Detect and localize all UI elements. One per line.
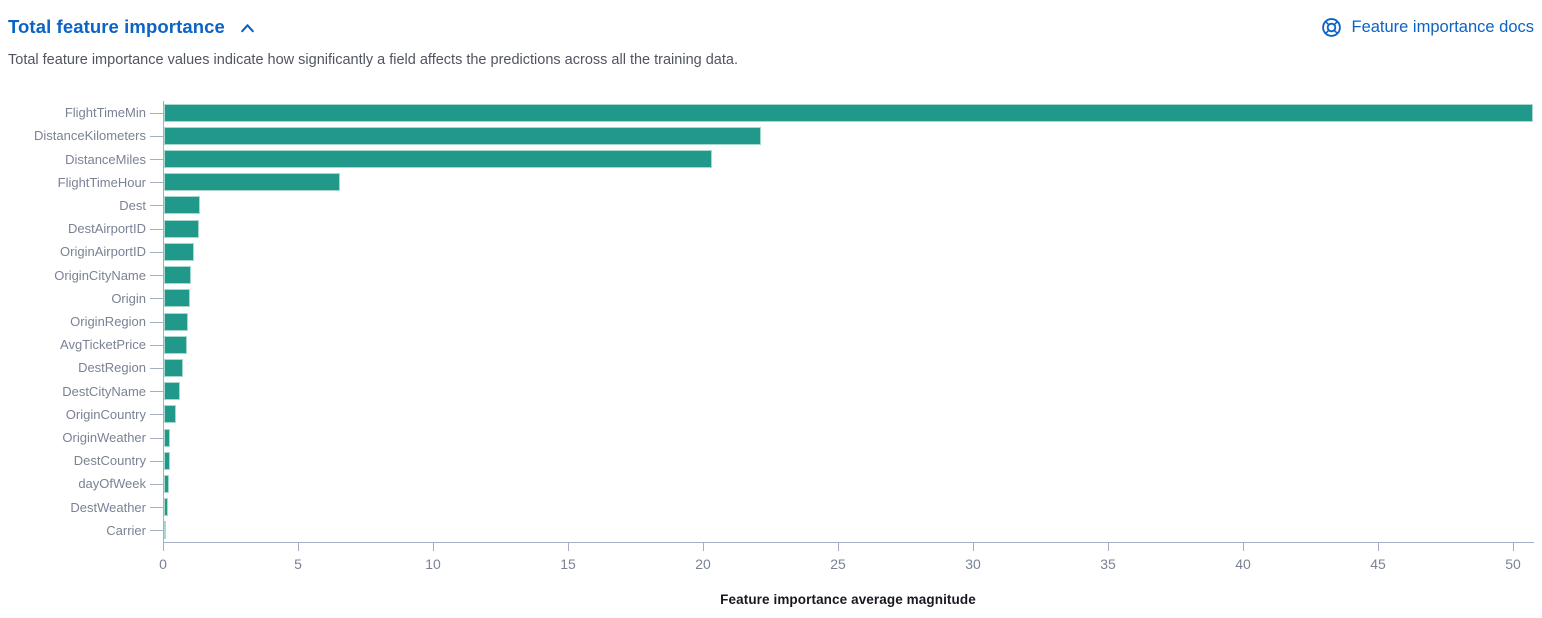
- y-axis-tick: [150, 391, 163, 393]
- category-label: DestAirportID: [67, 221, 146, 237]
- x-axis-tick: [703, 543, 704, 551]
- x-tick-label: 15: [560, 556, 576, 572]
- lifebuoy-icon: [1321, 17, 1342, 38]
- bar-AvgTicketPrice[interactable]: [164, 335, 187, 354]
- bar-DestAirportID[interactable]: [164, 219, 200, 238]
- y-axis-tick: [150, 344, 163, 346]
- x-axis-tick: [433, 543, 434, 551]
- category-label: FlightTimeHour: [57, 174, 146, 190]
- bar-OriginWeather[interactable]: [164, 428, 170, 447]
- category-label: FlightTimeMin: [64, 105, 146, 121]
- category-label: DestCountry: [73, 453, 146, 469]
- category-label: Dest: [119, 197, 146, 213]
- y-axis-tick: [150, 298, 163, 300]
- docs-link-label: Feature importance docs: [1351, 17, 1534, 36]
- panel-header: Total feature importance Feature importa…: [8, 12, 1534, 42]
- category-label: DestWeather: [70, 499, 146, 515]
- x-tick-label: 50: [1505, 556, 1521, 572]
- x-tick-label: 25: [830, 556, 846, 572]
- bar-DestWeather[interactable]: [164, 498, 169, 517]
- category-label: Origin: [111, 290, 146, 306]
- y-axis-tick: [150, 182, 163, 184]
- bar-Dest[interactable]: [164, 196, 201, 215]
- bar-OriginAirportID[interactable]: [164, 242, 194, 261]
- x-tick-label: 30: [965, 556, 981, 572]
- y-axis-tick: [150, 367, 163, 369]
- x-tick-label: 0: [159, 556, 167, 572]
- y-axis-tick: [150, 437, 163, 439]
- x-axis-tick: [568, 543, 569, 551]
- category-label: AvgTicketPrice: [60, 337, 146, 353]
- x-axis-title: Feature importance average magnitude: [720, 592, 976, 607]
- x-tick-label: 35: [1100, 556, 1116, 572]
- chevron-up-icon: [239, 20, 256, 37]
- category-label: OriginAirportID: [60, 244, 146, 260]
- y-axis-tick: [150, 414, 163, 416]
- y-axis-tick: [150, 251, 163, 253]
- y-axis-tick: [150, 159, 163, 161]
- x-tick-label: 40: [1235, 556, 1251, 572]
- bar-Carrier[interactable]: [164, 521, 166, 540]
- bar-Origin[interactable]: [164, 289, 190, 308]
- y-axis-tick: [150, 507, 163, 509]
- y-axis-tick: [150, 321, 163, 323]
- x-axis-tick: [163, 543, 164, 551]
- x-axis-tick: [298, 543, 299, 551]
- category-label: Carrier: [106, 522, 146, 538]
- category-label: DistanceMiles: [65, 151, 146, 167]
- y-axis-tick: [150, 275, 163, 277]
- category-label: OriginCountry: [65, 406, 146, 422]
- bar-DestCityName[interactable]: [164, 382, 181, 401]
- x-axis-line: [163, 542, 1534, 543]
- bar-DestCountry[interactable]: [164, 451, 170, 470]
- panel-description: Total feature importance values indicate…: [8, 52, 738, 68]
- bar-DestRegion[interactable]: [164, 358, 183, 377]
- bar-FlightTimeMin[interactable]: [164, 103, 1533, 122]
- bar-DistanceMiles[interactable]: [164, 150, 713, 169]
- category-label: OriginWeather: [62, 430, 146, 446]
- y-axis-tick: [150, 135, 163, 137]
- x-axis-tick: [1378, 543, 1379, 551]
- category-label: OriginCityName: [54, 267, 146, 283]
- bar-OriginCountry[interactable]: [164, 405, 177, 424]
- bar-OriginCityName[interactable]: [164, 266, 191, 285]
- category-label: dayOfWeek: [78, 476, 146, 492]
- category-label: OriginRegion: [70, 314, 146, 329]
- bar-DistanceKilometers[interactable]: [164, 126, 761, 145]
- y-axis-line: [163, 101, 164, 542]
- category-label: DestRegion: [78, 360, 146, 376]
- x-axis-tick: [1513, 543, 1514, 551]
- panel-title: Total feature importance: [8, 16, 225, 37]
- x-axis-tick: [838, 543, 839, 551]
- x-axis-tick: [973, 543, 974, 551]
- x-tick-label: 45: [1370, 556, 1386, 572]
- x-axis-tick: [1108, 543, 1109, 551]
- x-tick-label: 5: [294, 556, 302, 572]
- y-axis-tick: [150, 483, 163, 485]
- y-axis-tick: [150, 112, 163, 114]
- category-label: DestCityName: [62, 383, 146, 399]
- bar-FlightTimeHour[interactable]: [164, 173, 340, 192]
- total-feature-importance-accordion-toggle[interactable]: Total feature importance: [8, 16, 256, 38]
- y-axis-tick: [150, 228, 163, 230]
- feature-importance-docs-link[interactable]: Feature importance docs: [1321, 17, 1534, 38]
- y-axis-tick: [150, 205, 163, 207]
- bar-dayOfWeek[interactable]: [164, 474, 170, 493]
- x-axis-tick: [1243, 543, 1244, 551]
- x-tick-label: 20: [695, 556, 711, 572]
- category-label: DistanceKilometers: [34, 128, 146, 144]
- y-axis-tick: [150, 530, 163, 532]
- y-axis-tick: [150, 460, 163, 462]
- bar-OriginRegion[interactable]: [164, 312, 189, 331]
- x-tick-label: 10: [425, 556, 441, 572]
